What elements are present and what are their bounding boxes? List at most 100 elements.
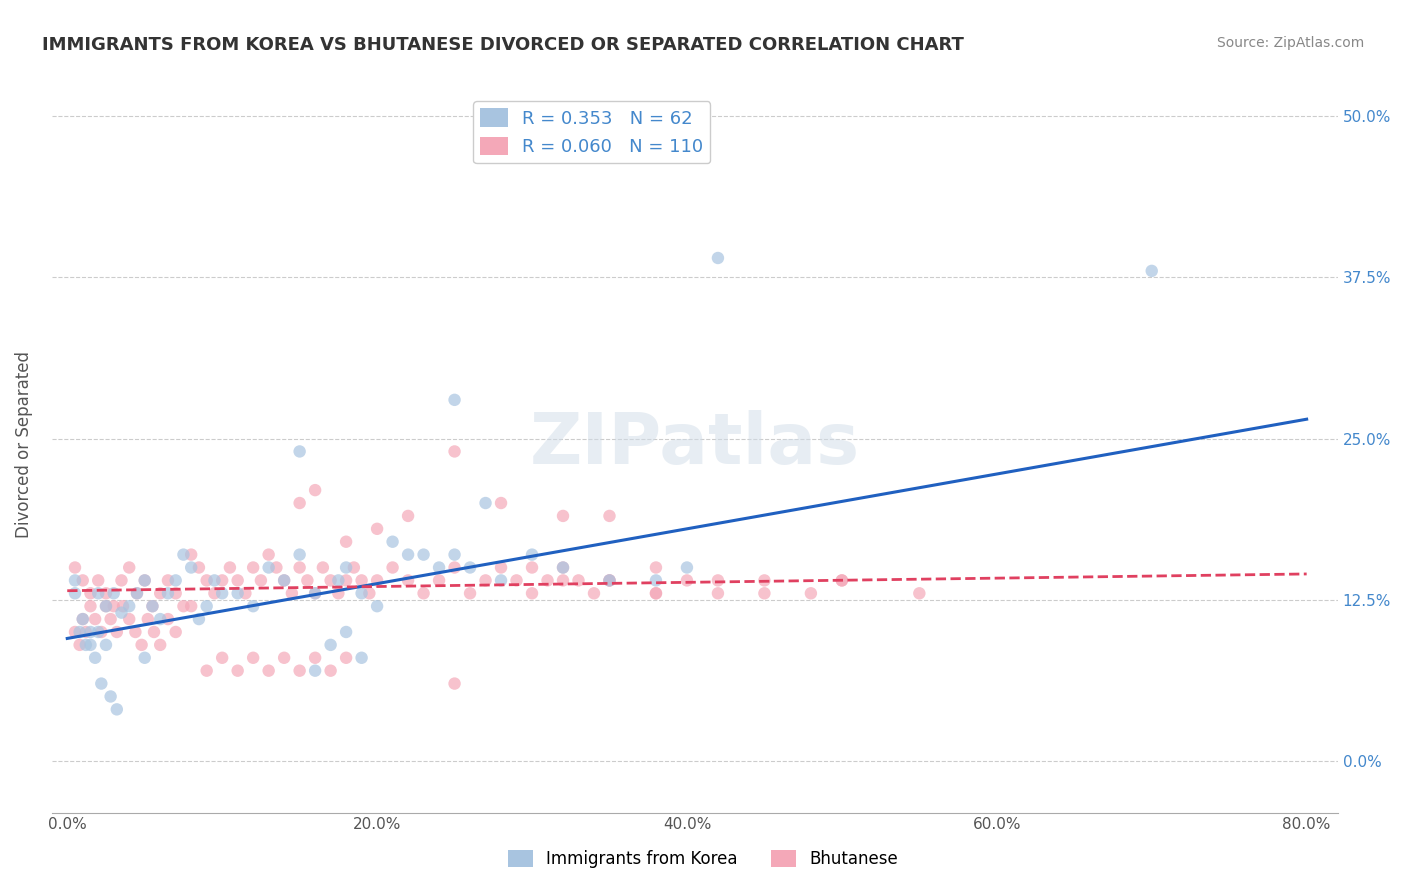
- Point: [335, 650, 357, 665]
- Point: [124, 625, 146, 640]
- Point: [319, 574, 342, 588]
- Point: [79, 625, 101, 640]
- Point: [105, 625, 128, 640]
- Point: [219, 560, 242, 574]
- Point: [319, 638, 342, 652]
- Point: [118, 612, 141, 626]
- Point: [180, 599, 202, 614]
- Point: [204, 574, 226, 588]
- Point: [204, 586, 226, 600]
- Point: [110, 606, 132, 620]
- Point: [598, 508, 620, 523]
- Point: [235, 586, 257, 600]
- Point: [427, 560, 450, 574]
- Point: [165, 586, 187, 600]
- Point: [412, 586, 434, 600]
- Point: [489, 574, 512, 588]
- Point: [551, 574, 574, 588]
- Point: [335, 574, 357, 588]
- Point: [226, 574, 249, 588]
- Point: [136, 612, 159, 626]
- Point: [165, 625, 187, 640]
- Point: [458, 560, 481, 574]
- Point: [427, 574, 450, 588]
- Point: [551, 508, 574, 523]
- Point: [79, 638, 101, 652]
- Point: [359, 586, 381, 600]
- Point: [598, 574, 620, 588]
- Point: [87, 586, 110, 600]
- Point: [180, 548, 202, 562]
- Point: [343, 560, 366, 574]
- Point: [1140, 264, 1163, 278]
- Point: [297, 574, 319, 588]
- Point: [90, 676, 112, 690]
- Point: [536, 574, 558, 588]
- Text: ZIPatlas: ZIPatlas: [530, 410, 859, 480]
- Point: [69, 625, 91, 640]
- Point: [266, 560, 288, 574]
- Point: [187, 612, 209, 626]
- Point: [474, 496, 496, 510]
- Point: [645, 574, 668, 588]
- Point: [195, 599, 218, 614]
- Point: [257, 548, 280, 562]
- Point: [63, 586, 86, 600]
- Point: [335, 625, 357, 640]
- Point: [100, 690, 122, 704]
- Point: [134, 574, 156, 588]
- Point: [645, 560, 668, 574]
- Point: [87, 574, 110, 588]
- Point: [366, 522, 388, 536]
- Point: [149, 638, 172, 652]
- Point: [75, 638, 97, 652]
- Point: [312, 560, 335, 574]
- Point: [412, 548, 434, 562]
- Point: [103, 586, 125, 600]
- Point: [257, 664, 280, 678]
- Point: [520, 586, 543, 600]
- Point: [281, 586, 304, 600]
- Point: [288, 444, 311, 458]
- Point: [288, 548, 311, 562]
- Point: [69, 638, 91, 652]
- Point: [443, 444, 465, 458]
- Point: [149, 586, 172, 600]
- Point: [63, 574, 86, 588]
- Point: [118, 599, 141, 614]
- Point: [156, 586, 179, 600]
- Point: [242, 560, 264, 574]
- Point: [582, 586, 605, 600]
- Point: [551, 560, 574, 574]
- Point: [396, 548, 419, 562]
- Point: [79, 586, 101, 600]
- Point: [304, 664, 326, 678]
- Point: [328, 586, 350, 600]
- Point: [350, 586, 373, 600]
- Point: [125, 586, 148, 600]
- Point: [195, 574, 218, 588]
- Point: [381, 560, 404, 574]
- Point: [63, 625, 86, 640]
- Point: [800, 586, 823, 600]
- Point: [111, 599, 134, 614]
- Point: [125, 586, 148, 600]
- Point: [645, 586, 668, 600]
- Point: [381, 534, 404, 549]
- Legend: R = 0.353   N = 62, R = 0.060   N = 110: R = 0.353 N = 62, R = 0.060 N = 110: [474, 101, 710, 163]
- Y-axis label: Divorced or Separated: Divorced or Separated: [15, 351, 32, 539]
- Point: [226, 586, 249, 600]
- Point: [79, 599, 101, 614]
- Point: [226, 664, 249, 678]
- Point: [319, 664, 342, 678]
- Point: [443, 560, 465, 574]
- Point: [474, 574, 496, 588]
- Point: [250, 574, 273, 588]
- Point: [489, 496, 512, 510]
- Point: [94, 599, 117, 614]
- Point: [754, 586, 776, 600]
- Point: [350, 650, 373, 665]
- Point: [180, 560, 202, 574]
- Point: [110, 574, 132, 588]
- Point: [505, 574, 527, 588]
